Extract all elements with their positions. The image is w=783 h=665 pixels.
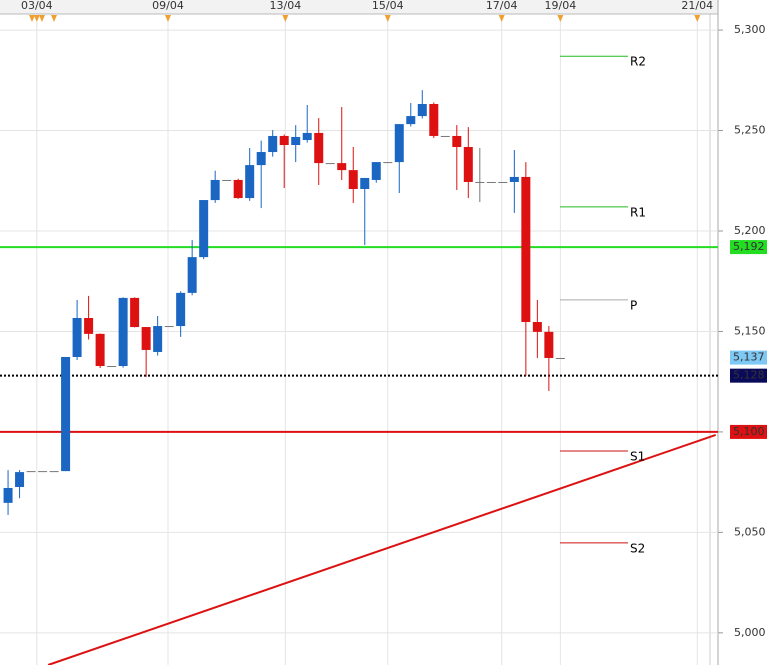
y-tick-label: 5,250 xyxy=(734,124,766,137)
candle-body xyxy=(61,356,71,472)
level-label-box xyxy=(730,350,767,365)
level-label-box xyxy=(730,424,767,439)
y-tick-label: 5,150 xyxy=(734,324,766,337)
x-tick-marker xyxy=(694,15,701,22)
y-tick-label: 5,200 xyxy=(734,224,766,237)
y-tick-label: 5,050 xyxy=(734,525,766,538)
candle-body xyxy=(84,318,94,334)
candle-body xyxy=(199,200,209,258)
candle-body xyxy=(222,179,232,181)
candle-body xyxy=(532,322,542,332)
x-tick-marker xyxy=(33,15,40,22)
x-tick-label: 13/04 xyxy=(270,0,302,12)
candle-body xyxy=(371,162,381,180)
candle-body xyxy=(49,471,59,473)
level-label: 5,100 xyxy=(733,425,765,438)
x-tick-marker xyxy=(498,15,505,22)
candle-body xyxy=(555,357,565,359)
candle-body xyxy=(475,181,485,183)
x-tick-label: 09/04 xyxy=(152,0,184,12)
candle-body xyxy=(291,136,301,146)
candle-body xyxy=(360,177,370,190)
candle-body xyxy=(314,132,324,164)
level-label: 5,137 xyxy=(733,351,765,364)
candle-body xyxy=(544,331,554,358)
candle-body xyxy=(452,135,462,148)
candle-body xyxy=(245,165,255,199)
candle-body xyxy=(268,135,278,153)
candle-body xyxy=(521,176,531,323)
candle-body xyxy=(509,176,519,182)
candle-body xyxy=(107,366,117,368)
x-tick-marker xyxy=(164,15,171,22)
candle-body xyxy=(383,162,393,164)
candle-body xyxy=(118,297,128,367)
pivot-label: S1 xyxy=(630,450,645,464)
candle-body xyxy=(348,170,358,190)
candle-body xyxy=(26,471,36,473)
candle-body xyxy=(325,163,335,165)
x-tick-marker xyxy=(282,15,289,22)
x-tick-label: 03/04 xyxy=(21,0,53,12)
x-tick-label: 15/04 xyxy=(372,0,404,12)
candle-body xyxy=(463,147,473,182)
candle-body xyxy=(210,179,220,201)
level-label: 5,192 xyxy=(733,240,765,253)
candle-body xyxy=(95,333,105,367)
candle-body xyxy=(176,292,186,327)
level-label-box xyxy=(730,240,767,255)
x-tick-label: 19/04 xyxy=(545,0,577,12)
pivot-label: R2 xyxy=(630,55,646,69)
candle-body xyxy=(279,135,289,146)
candle-body xyxy=(337,163,347,171)
candle-body xyxy=(72,318,82,357)
pivot-label: P xyxy=(630,298,637,312)
x-tick-label: 21/04 xyxy=(681,0,713,12)
pivot-label: R1 xyxy=(630,205,646,219)
date-axis-strip xyxy=(0,0,718,14)
level-label-box xyxy=(730,368,767,383)
candle-body xyxy=(141,327,151,350)
trend-line xyxy=(47,433,717,665)
candle-body xyxy=(302,132,312,140)
candle-body xyxy=(256,152,266,166)
candle-body xyxy=(233,179,243,199)
candle-body xyxy=(15,472,25,487)
candle-body xyxy=(486,181,496,183)
candle-body xyxy=(440,135,450,137)
x-tick-label: 17/04 xyxy=(486,0,518,12)
x-tick-marker xyxy=(384,15,391,22)
candle-body xyxy=(417,104,427,117)
candle-body xyxy=(130,297,140,328)
event-marker xyxy=(29,15,57,22)
pivot-label: S2 xyxy=(630,541,645,555)
y-tick-label: 5,000 xyxy=(734,626,766,639)
candle-body xyxy=(406,116,416,125)
candle-body xyxy=(3,487,13,503)
x-tick-marker xyxy=(557,15,564,22)
y-tick-label: 5,300 xyxy=(734,23,766,36)
candle-body xyxy=(187,257,197,293)
candle-body xyxy=(498,181,508,183)
candle-body xyxy=(429,104,439,136)
candle-body xyxy=(394,124,404,163)
candle-body xyxy=(153,326,163,352)
level-label: 5,128 xyxy=(733,369,765,382)
candle-body xyxy=(38,471,48,473)
candle-body xyxy=(164,326,174,328)
